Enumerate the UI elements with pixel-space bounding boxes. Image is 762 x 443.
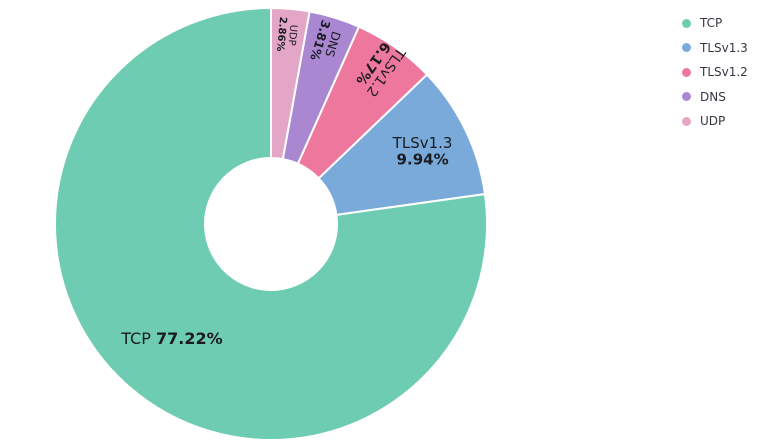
slice-label-udp: UDP2.86% <box>274 16 299 53</box>
legend-item-udp[interactable]: UDP <box>682 109 748 134</box>
slice-label-group: TCP 77.22%TLSv1.3 9.94%TLSv1.26.17%DNS3.8… <box>120 16 452 348</box>
slice-group <box>54 6 488 441</box>
legend: TCP TLSv1.3 TLSv1.2 DNS UDP <box>682 11 748 134</box>
legend-swatch-icon <box>682 67 691 77</box>
legend-item-tlsv1-2[interactable]: TLSv1.2 <box>682 60 748 85</box>
slice-label-tcp: TCP 77.22% <box>120 329 222 348</box>
legend-label: TLSv1.2 <box>700 65 748 80</box>
legend-label: TCP <box>700 16 723 31</box>
slice-tlsv1-3[interactable] <box>317 73 487 216</box>
legend-swatch-icon <box>682 18 691 28</box>
legend-item-dns[interactable]: DNS <box>682 85 748 110</box>
slice-tcp[interactable] <box>54 6 488 441</box>
legend-label: TLSv1.3 <box>700 40 748 55</box>
legend-swatch-icon <box>682 116 691 126</box>
legend-swatch-icon <box>682 43 691 53</box>
slice-udp[interactable] <box>270 6 311 161</box>
legend-item-tlsv1-3[interactable]: TLSv1.3 <box>682 36 748 61</box>
legend-swatch-icon <box>682 92 691 102</box>
slice-label-tlsv1-3: TLSv1.3 9.94% <box>392 134 453 169</box>
legend-item-tcp[interactable]: TCP <box>682 11 748 36</box>
legend-label: UDP <box>700 114 726 129</box>
legend-label: DNS <box>700 89 726 104</box>
